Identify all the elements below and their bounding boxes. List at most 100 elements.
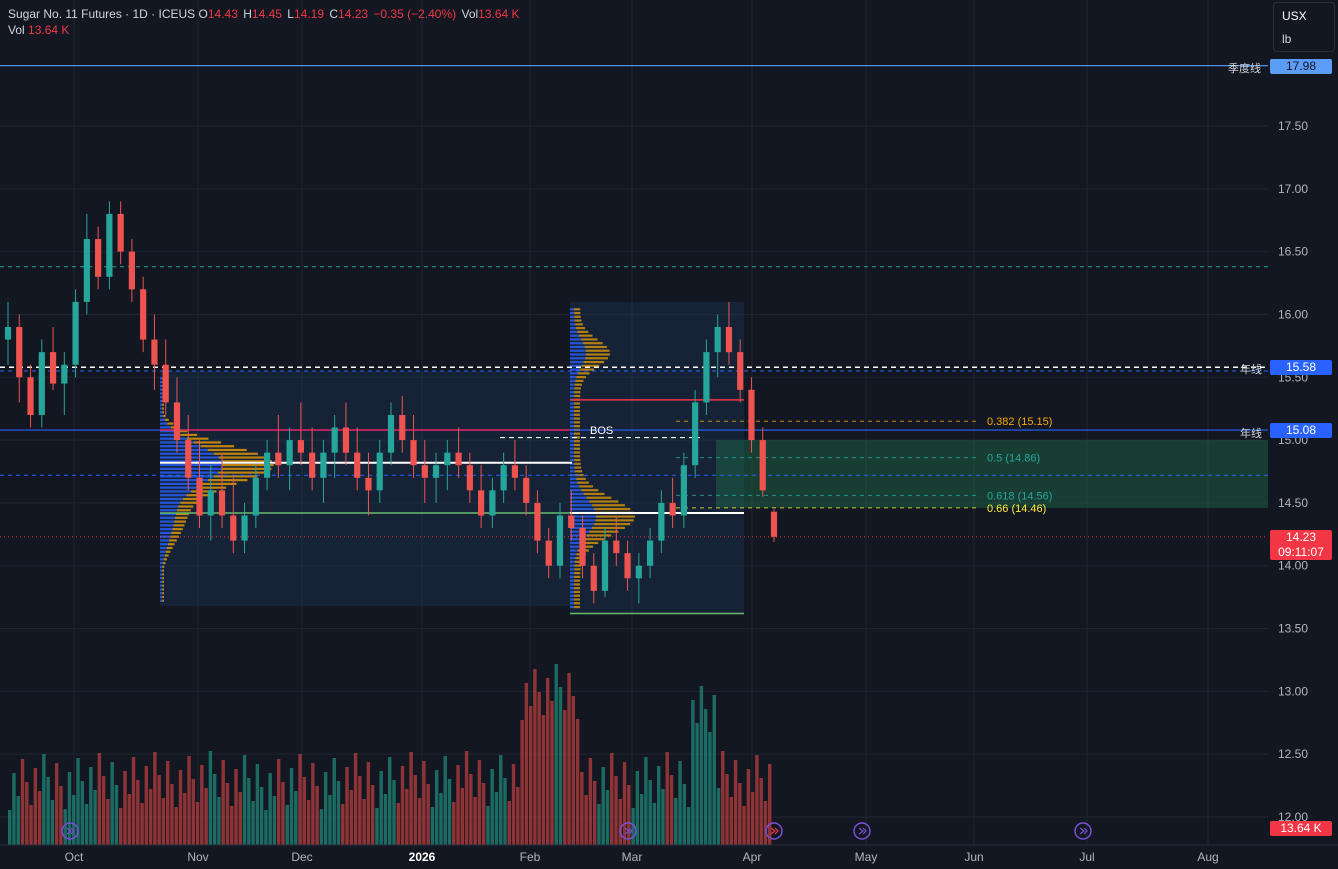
profile-bar-blue (570, 391, 575, 394)
y-tick-label: 12.50 (1278, 747, 1308, 761)
unit-option[interactable]: lb (1282, 32, 1292, 46)
volume-bar (708, 732, 712, 845)
profile-bar-orange (574, 455, 581, 458)
volume-bar (430, 807, 435, 845)
volume-bar (127, 794, 131, 845)
volume-bar (136, 780, 140, 845)
profile-bar-blue (570, 447, 575, 450)
event-icon[interactable] (1074, 822, 1092, 840)
profile-bar-orange (586, 534, 612, 537)
profile-bar-orange (581, 541, 599, 545)
fib-05-label: 0.5 (14.86) (987, 453, 1040, 465)
profile-bar-blue (160, 528, 173, 531)
volume-bar (353, 753, 358, 845)
y-tick-label: 14.50 (1278, 496, 1308, 510)
candle-body (478, 490, 485, 516)
profile-bar-orange (574, 470, 583, 473)
candle-body (196, 477, 203, 516)
profile-bar-blue (160, 388, 163, 391)
volume-bar (161, 798, 166, 845)
profile-bar-blue (570, 425, 575, 428)
event-icon[interactable] (853, 822, 871, 840)
profile-bar-orange (585, 353, 610, 356)
candle-body (568, 515, 575, 529)
volume-bar (319, 809, 324, 845)
profile-bar-orange (577, 372, 590, 375)
volume-bar (443, 756, 447, 845)
candle-body (151, 339, 158, 365)
profile-bar-orange (574, 443, 581, 447)
event-icons[interactable] (61, 822, 1092, 840)
profile-bar-blue (160, 448, 208, 452)
volume-bar (323, 772, 328, 845)
profile-bar-blue (570, 334, 580, 337)
profile-bar-orange (574, 447, 581, 450)
volume-bar (289, 768, 294, 845)
candle-body (61, 364, 68, 384)
profile-bar-orange (575, 379, 584, 382)
profile-bar-orange (162, 599, 164, 602)
profile-bar-blue (570, 474, 576, 477)
profile-bar-blue (160, 512, 176, 516)
profile-bar-blue (570, 406, 575, 409)
event-icon[interactable] (61, 822, 79, 840)
profile-bar-blue (160, 520, 175, 523)
profile-bar-blue (570, 572, 575, 575)
profile-bar-blue (570, 560, 575, 563)
volume-bar (264, 810, 268, 845)
candle-body (410, 440, 417, 466)
volume-bar (234, 769, 238, 845)
profile-bar-orange (577, 330, 589, 333)
quarter-line-label: 季度线 (1228, 63, 1261, 75)
currency-option[interactable]: USX (1282, 9, 1307, 23)
profile-bar-blue (570, 602, 575, 605)
profile-bar-orange (583, 360, 605, 364)
volume-bar (311, 763, 315, 845)
volume-bar (281, 782, 285, 845)
volume-bar (255, 764, 260, 845)
profile-bar-orange (162, 569, 164, 572)
vol-label: Vol (461, 7, 479, 21)
volume-bar (328, 795, 332, 845)
profile-bar-orange (589, 530, 619, 533)
close-value: 14.23 (338, 7, 369, 21)
profile-bar-orange (186, 437, 209, 440)
profile-bar-blue (570, 458, 575, 462)
profile-bar-orange (574, 417, 581, 420)
profile-bar-orange (170, 535, 179, 538)
symbol-title[interactable]: Sugar No. 11 Futures · 1D · ICEUS (8, 7, 196, 21)
unit-selector[interactable]: USX lb (1273, 2, 1335, 52)
profile-bar-blue (160, 433, 181, 437)
profile-bar-blue (570, 319, 575, 322)
profile-bar-blue (570, 311, 575, 315)
profile-bar-blue (160, 430, 176, 433)
close-label: C (329, 7, 339, 21)
profile-bar-blue (570, 605, 575, 609)
profile-bar-blue (160, 377, 163, 380)
fib-target-zone (716, 440, 1268, 508)
profile-bar-blue (570, 387, 575, 390)
candle-body (230, 515, 237, 541)
profile-bar-blue (570, 417, 575, 420)
profile-bar-orange (586, 496, 612, 499)
profile-bar-orange (574, 598, 581, 601)
volume-bar (490, 769, 494, 845)
volume-bar (225, 783, 230, 845)
volume-bar (635, 771, 640, 845)
profile-bar-orange (168, 543, 175, 546)
event-icon[interactable] (765, 822, 783, 840)
volume-bar (742, 806, 746, 845)
candle-body (38, 352, 45, 415)
profile-bar-orange (583, 492, 605, 496)
profile-bar-orange (589, 500, 619, 503)
volume-bar (200, 765, 204, 845)
open-label: O (198, 7, 208, 21)
volume-bar (400, 766, 405, 845)
volume-bar (183, 793, 187, 845)
event-icon[interactable] (619, 822, 637, 840)
volume-bar (76, 758, 80, 845)
volume-bar (610, 753, 614, 845)
profile-bar-blue (160, 535, 171, 538)
volume-bar (242, 755, 247, 845)
